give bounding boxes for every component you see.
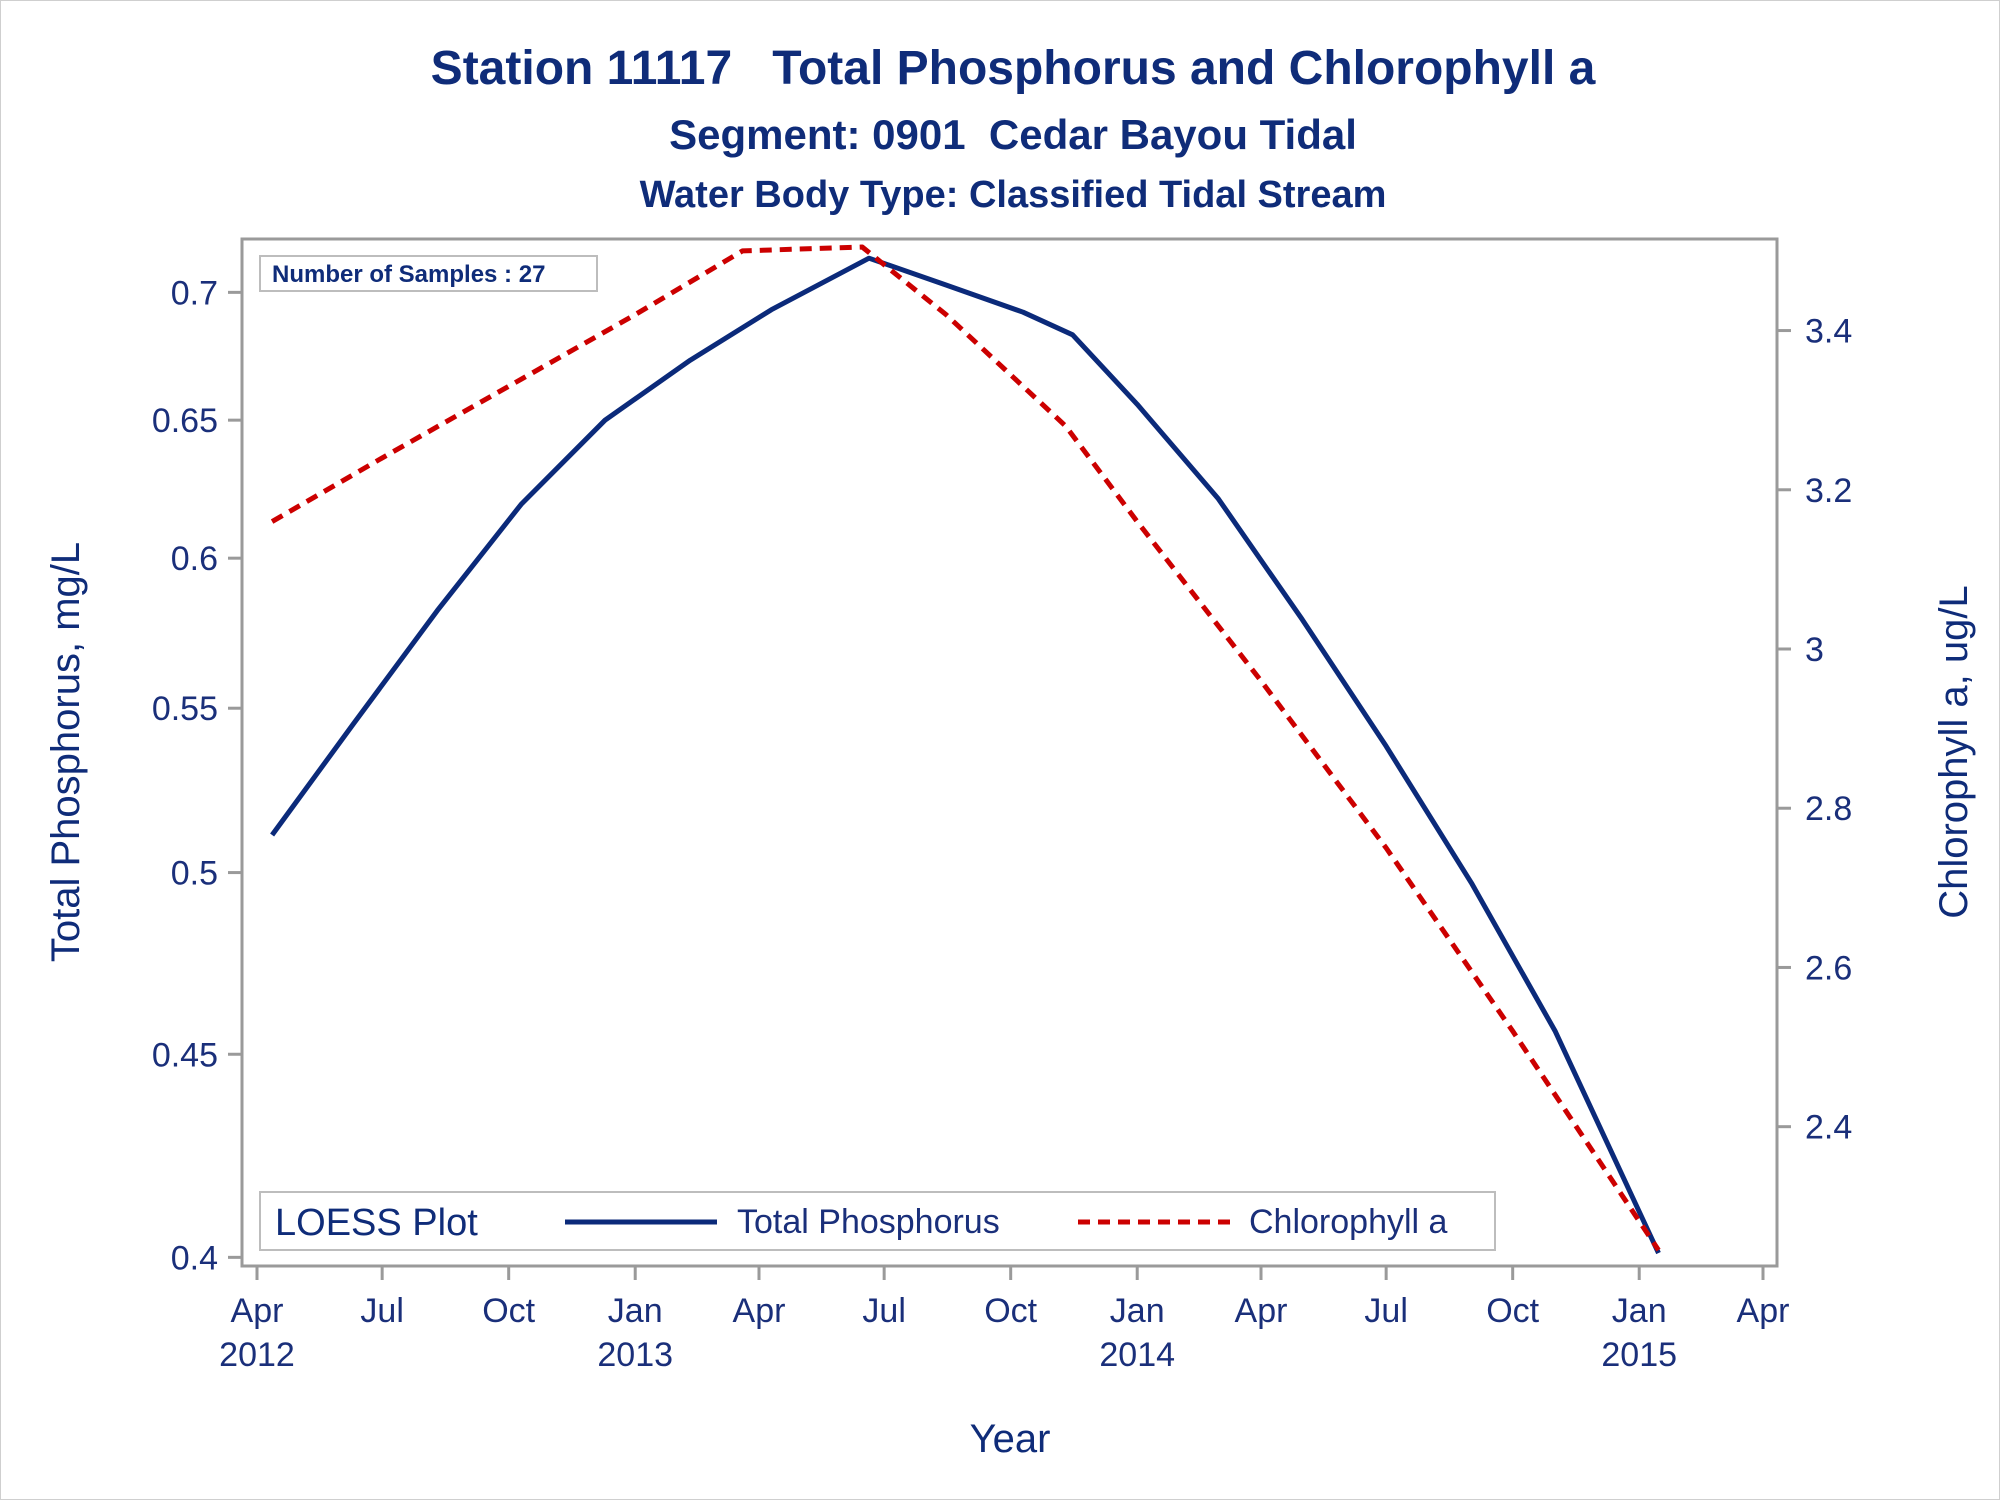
x-tick-year-2015: 2015 xyxy=(1601,1336,1677,1374)
sample-count-label: Number of Samples : 27 xyxy=(272,261,545,288)
chart-title: Station 11117 Total Phosphorus and Chlor… xyxy=(431,42,1596,95)
y-tick-label-0-45: 0.45 xyxy=(152,1036,218,1074)
legend-box xyxy=(259,1191,1496,1251)
x-tick-label-4: Apr xyxy=(733,1292,786,1330)
y2-tick-label-3-4: 3.4 xyxy=(1805,313,1852,351)
y2-tick-label-2-4: 2.4 xyxy=(1805,1109,1852,1147)
y-tick-label-0-5: 0.5 xyxy=(171,855,218,893)
y2-axis-label: Chlorophyll a, ug/L xyxy=(1932,585,1976,919)
legend-title: LOESS Plot xyxy=(275,1202,478,1244)
y-tick-label-0-4: 0.4 xyxy=(171,1239,218,1277)
x-tick-label-9: Jul xyxy=(1364,1292,1407,1330)
x-tick-label-8: Apr xyxy=(1235,1292,1288,1330)
y2-tick-label-3: 3 xyxy=(1805,631,1824,669)
x-tick-year-2013: 2013 xyxy=(597,1336,673,1374)
chart-subtitle-2: Water Body Type: Classified Tidal Stream xyxy=(640,174,1387,216)
chart-subtitle: Segment: 0901 Cedar Bayou Tidal xyxy=(669,111,1357,158)
y-axis-right: 2.4 2.6 2.8 3 3.2 3.4 xyxy=(1777,313,1852,1147)
x-tick-label-7: Jan xyxy=(1110,1292,1165,1330)
y-tick-label-0-55: 0.55 xyxy=(152,690,218,728)
y-axis-label: Total Phosphorus, mg/L xyxy=(44,542,88,962)
series-lines xyxy=(270,244,1661,1255)
x-tick-label-12: Apr xyxy=(1737,1292,1790,1330)
legend: LOESS Plot Total Phosphorus Chlorophyll … xyxy=(259,1191,1496,1251)
series-line-chlorophyll-a xyxy=(270,244,1661,1252)
legend-label-total-phosphorus: Total Phosphorus xyxy=(737,1203,1000,1241)
sample-count-inset: Number of Samples : 27 xyxy=(259,255,598,292)
x-tick-year-2012: 2012 xyxy=(219,1336,295,1374)
y2-tick-label-3-2: 3.2 xyxy=(1805,472,1852,510)
x-tick-label-0: Apr xyxy=(231,1292,284,1330)
y-axis-left: 0.4 0.45 0.5 0.55 0.6 0.65 0.7 xyxy=(152,274,242,1277)
plot-area xyxy=(240,237,1779,1268)
x-tick-label-6: Oct xyxy=(984,1292,1037,1330)
x-tick-label-3: Jan xyxy=(608,1292,663,1330)
legend-label-chlorophyll-a: Chlorophyll a xyxy=(1249,1203,1448,1241)
y-tick-label-0-7: 0.7 xyxy=(171,274,218,312)
x-axis-label: Year xyxy=(970,1417,1051,1461)
x-axis: Apr 2012 Jul Oct Jan 2013 Apr Jul Oct Jan 2014 Apr J… xyxy=(219,1264,1790,1374)
y-tick-label-0-6: 0.6 xyxy=(171,540,218,578)
x-tick-year-2014: 2014 xyxy=(1099,1336,1175,1374)
x-tick-label-2: Oct xyxy=(482,1292,535,1330)
x-tick-label-10: Oct xyxy=(1486,1292,1539,1330)
y2-tick-label-2-8: 2.8 xyxy=(1805,790,1852,828)
y-tick-label-0-65: 0.65 xyxy=(152,402,218,440)
x-tick-label-5: Jul xyxy=(862,1292,905,1330)
x-tick-label-1: Jul xyxy=(360,1292,403,1330)
series-line-total-phosphorus xyxy=(270,255,1661,1255)
y2-tick-label-2-6: 2.6 xyxy=(1805,949,1852,987)
x-tick-label-11: Jan xyxy=(1612,1292,1667,1330)
